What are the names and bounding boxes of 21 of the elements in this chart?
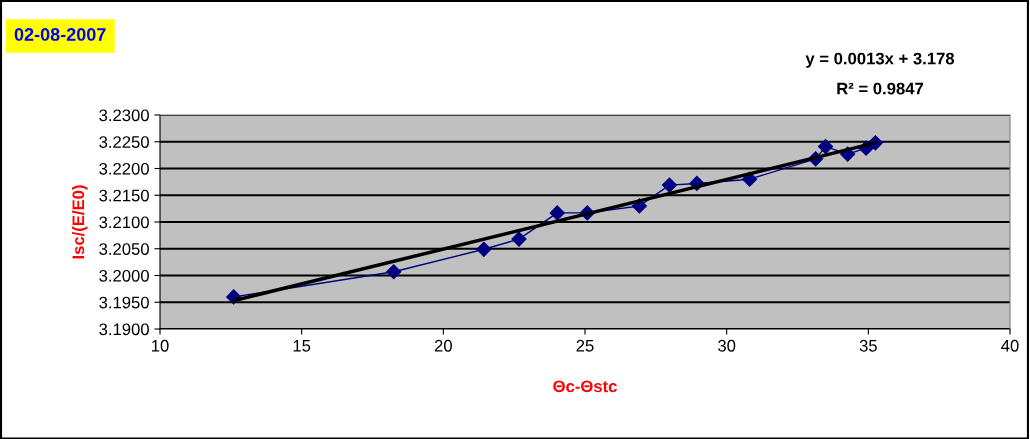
x-tick-label: 40: [1001, 339, 1019, 352]
x-tick-label: 25: [576, 339, 594, 352]
chart-title: 02-08-2007: [14, 28, 106, 41]
y-tick-label: 3.2100: [99, 216, 149, 229]
y-tick-label: 3.2200: [99, 162, 149, 175]
text: y = 0.0013x + 3.178: [805, 52, 955, 68]
x-tick-label: 20: [434, 339, 452, 352]
y-tick-label: 3.1900: [99, 323, 149, 336]
y-axis-title: Isc/(E/E0): [71, 185, 88, 259]
x-tick-label: 15: [293, 340, 311, 352]
y-tick-label: 3.2250: [99, 136, 149, 148]
x-tick-label: 10: [152, 339, 169, 352]
y-tick-label: 3.1950: [99, 296, 149, 309]
y-tick-label: 3.2300: [99, 109, 149, 122]
x-axis-title: Θc-Θstc: [553, 380, 617, 393]
y-tick-label: 3.2000: [99, 269, 149, 282]
y-tick-label: 3.2050: [99, 243, 149, 255]
text: R² = 0.9847: [837, 82, 924, 95]
x-tick-label: 30: [718, 339, 736, 352]
x-tick-label: 35: [859, 339, 877, 352]
y-tick-label: 3.2150: [99, 189, 149, 202]
